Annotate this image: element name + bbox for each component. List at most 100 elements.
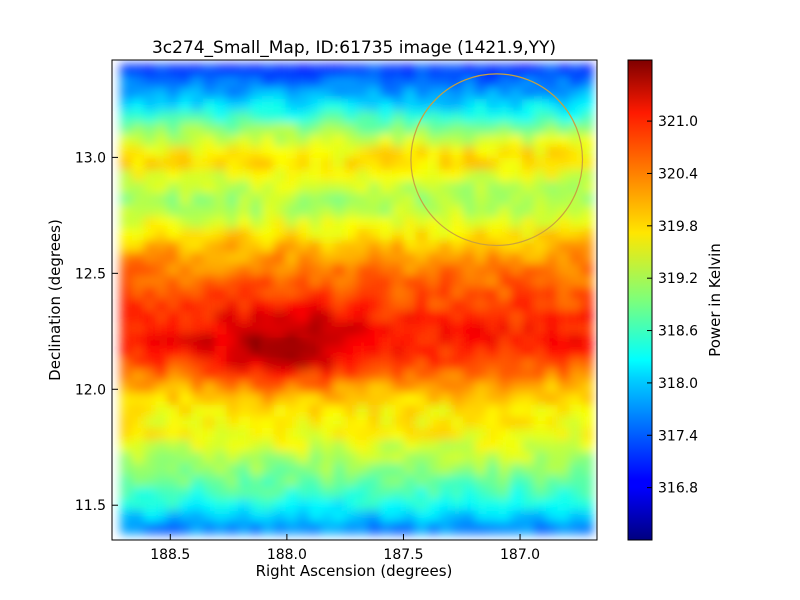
heatmap-cell <box>474 64 488 77</box>
heatmap-cell <box>297 111 310 124</box>
heatmap-cell <box>533 369 547 382</box>
heatmap-cell <box>297 522 310 535</box>
heatmap-cell <box>238 310 251 324</box>
heatmap-cell <box>202 111 216 124</box>
heatmap-cell <box>321 393 334 406</box>
heatmap-cell <box>380 451 393 465</box>
heatmap-cell <box>179 381 192 394</box>
heatmap-cell <box>533 111 547 124</box>
heatmap-cell <box>391 169 405 183</box>
heatmap-cell <box>498 404 511 418</box>
heatmap-cell <box>273 475 287 488</box>
heatmap-cell <box>498 487 511 500</box>
heatmap-cell <box>297 416 310 429</box>
y-tick: 11.5 <box>75 498 118 514</box>
heatmap-cell <box>190 463 204 476</box>
heatmap-cell <box>427 428 440 441</box>
heatmap-cell <box>522 357 535 371</box>
heatmap-cell <box>368 334 381 347</box>
heatmap-cell <box>557 263 570 277</box>
heatmap-cell <box>439 357 452 371</box>
heatmap-cell <box>510 357 523 371</box>
heatmap-cell <box>557 322 570 335</box>
heatmap-cell <box>581 193 594 206</box>
heatmap-cell <box>309 299 322 312</box>
heatmap-cell <box>522 146 535 159</box>
heatmap-cell <box>226 522 239 535</box>
heatmap-cell <box>285 487 298 500</box>
heatmap-cell <box>462 299 476 312</box>
heatmap-cell <box>533 322 547 335</box>
heatmap-cell <box>356 475 369 488</box>
heatmap-cell <box>226 146 239 159</box>
heatmap-cell <box>581 369 594 382</box>
heatmap-cell <box>179 75 192 89</box>
heatmap-cell <box>155 205 168 218</box>
heatmap-cell <box>486 381 499 394</box>
heatmap-cell <box>356 158 369 171</box>
heatmap-cell <box>545 487 559 500</box>
heatmap-cell <box>486 416 499 429</box>
heatmap-cell <box>179 263 192 277</box>
heatmap-cell <box>510 487 523 500</box>
heatmap-cell <box>120 205 133 218</box>
heatmap-cell <box>250 475 263 488</box>
heatmap-cell <box>439 87 452 100</box>
heatmap-cell <box>533 404 547 418</box>
heatmap-cell <box>167 416 180 429</box>
heatmap-cell <box>143 393 157 406</box>
heatmap-cell <box>190 451 204 465</box>
heatmap-cell <box>202 240 216 253</box>
heatmap-cell <box>380 122 393 136</box>
heatmap-cell <box>403 381 417 394</box>
heatmap-cell <box>297 463 310 476</box>
heatmap-cell <box>131 393 145 406</box>
heatmap-cell <box>427 498 440 512</box>
heatmap-cell <box>273 228 287 241</box>
heatmap-cell <box>297 64 310 77</box>
heatmap-cell <box>581 169 594 183</box>
heatmap-cell <box>356 404 369 418</box>
heatmap-cell <box>273 310 287 324</box>
heatmap-cell <box>332 522 346 535</box>
heatmap-cell <box>462 381 476 394</box>
heatmap-cell <box>510 275 523 288</box>
heatmap-cell <box>131 240 145 253</box>
heatmap-cell <box>297 87 310 100</box>
heatmap-cell <box>569 310 582 324</box>
heatmap-cell <box>202 322 216 335</box>
heatmap-cell <box>415 522 429 535</box>
heatmap-cell <box>155 451 168 465</box>
heatmap-cell <box>391 205 405 218</box>
heatmap-cell <box>439 158 452 171</box>
heatmap-cell <box>250 87 263 100</box>
heatmap-cell <box>545 240 559 253</box>
heatmap-cell <box>581 428 594 441</box>
heatmap-cell <box>439 334 452 347</box>
heatmap-cell <box>261 193 275 206</box>
colorbar-tick-label: 318.6 <box>658 324 698 340</box>
heatmap-cell <box>250 369 263 382</box>
heatmap-cell <box>368 346 381 359</box>
heatmap-cell <box>569 463 582 476</box>
heatmap-cell <box>214 369 228 382</box>
heatmap-cell <box>581 99 594 112</box>
heatmap-cell <box>297 275 310 288</box>
heatmap-cell <box>474 87 488 100</box>
colorbar-gradient <box>627 59 653 541</box>
heatmap-cell <box>238 287 251 300</box>
heatmap-cell <box>250 111 263 124</box>
heatmap-cell <box>261 228 275 241</box>
heatmap-cell <box>167 393 180 406</box>
heatmap-cell <box>202 463 216 476</box>
heatmap-cell <box>120 146 133 159</box>
heatmap-cell <box>226 216 239 230</box>
heatmap-cell <box>522 216 535 230</box>
heatmap-cell <box>380 510 393 523</box>
colorbar-tick: 319.2 <box>647 271 698 287</box>
heatmap-cell <box>344 146 358 159</box>
heatmap-cell <box>179 216 192 230</box>
heatmap-cell <box>557 240 570 253</box>
heatmap-cell <box>120 404 133 418</box>
heatmap-cell <box>486 205 499 218</box>
